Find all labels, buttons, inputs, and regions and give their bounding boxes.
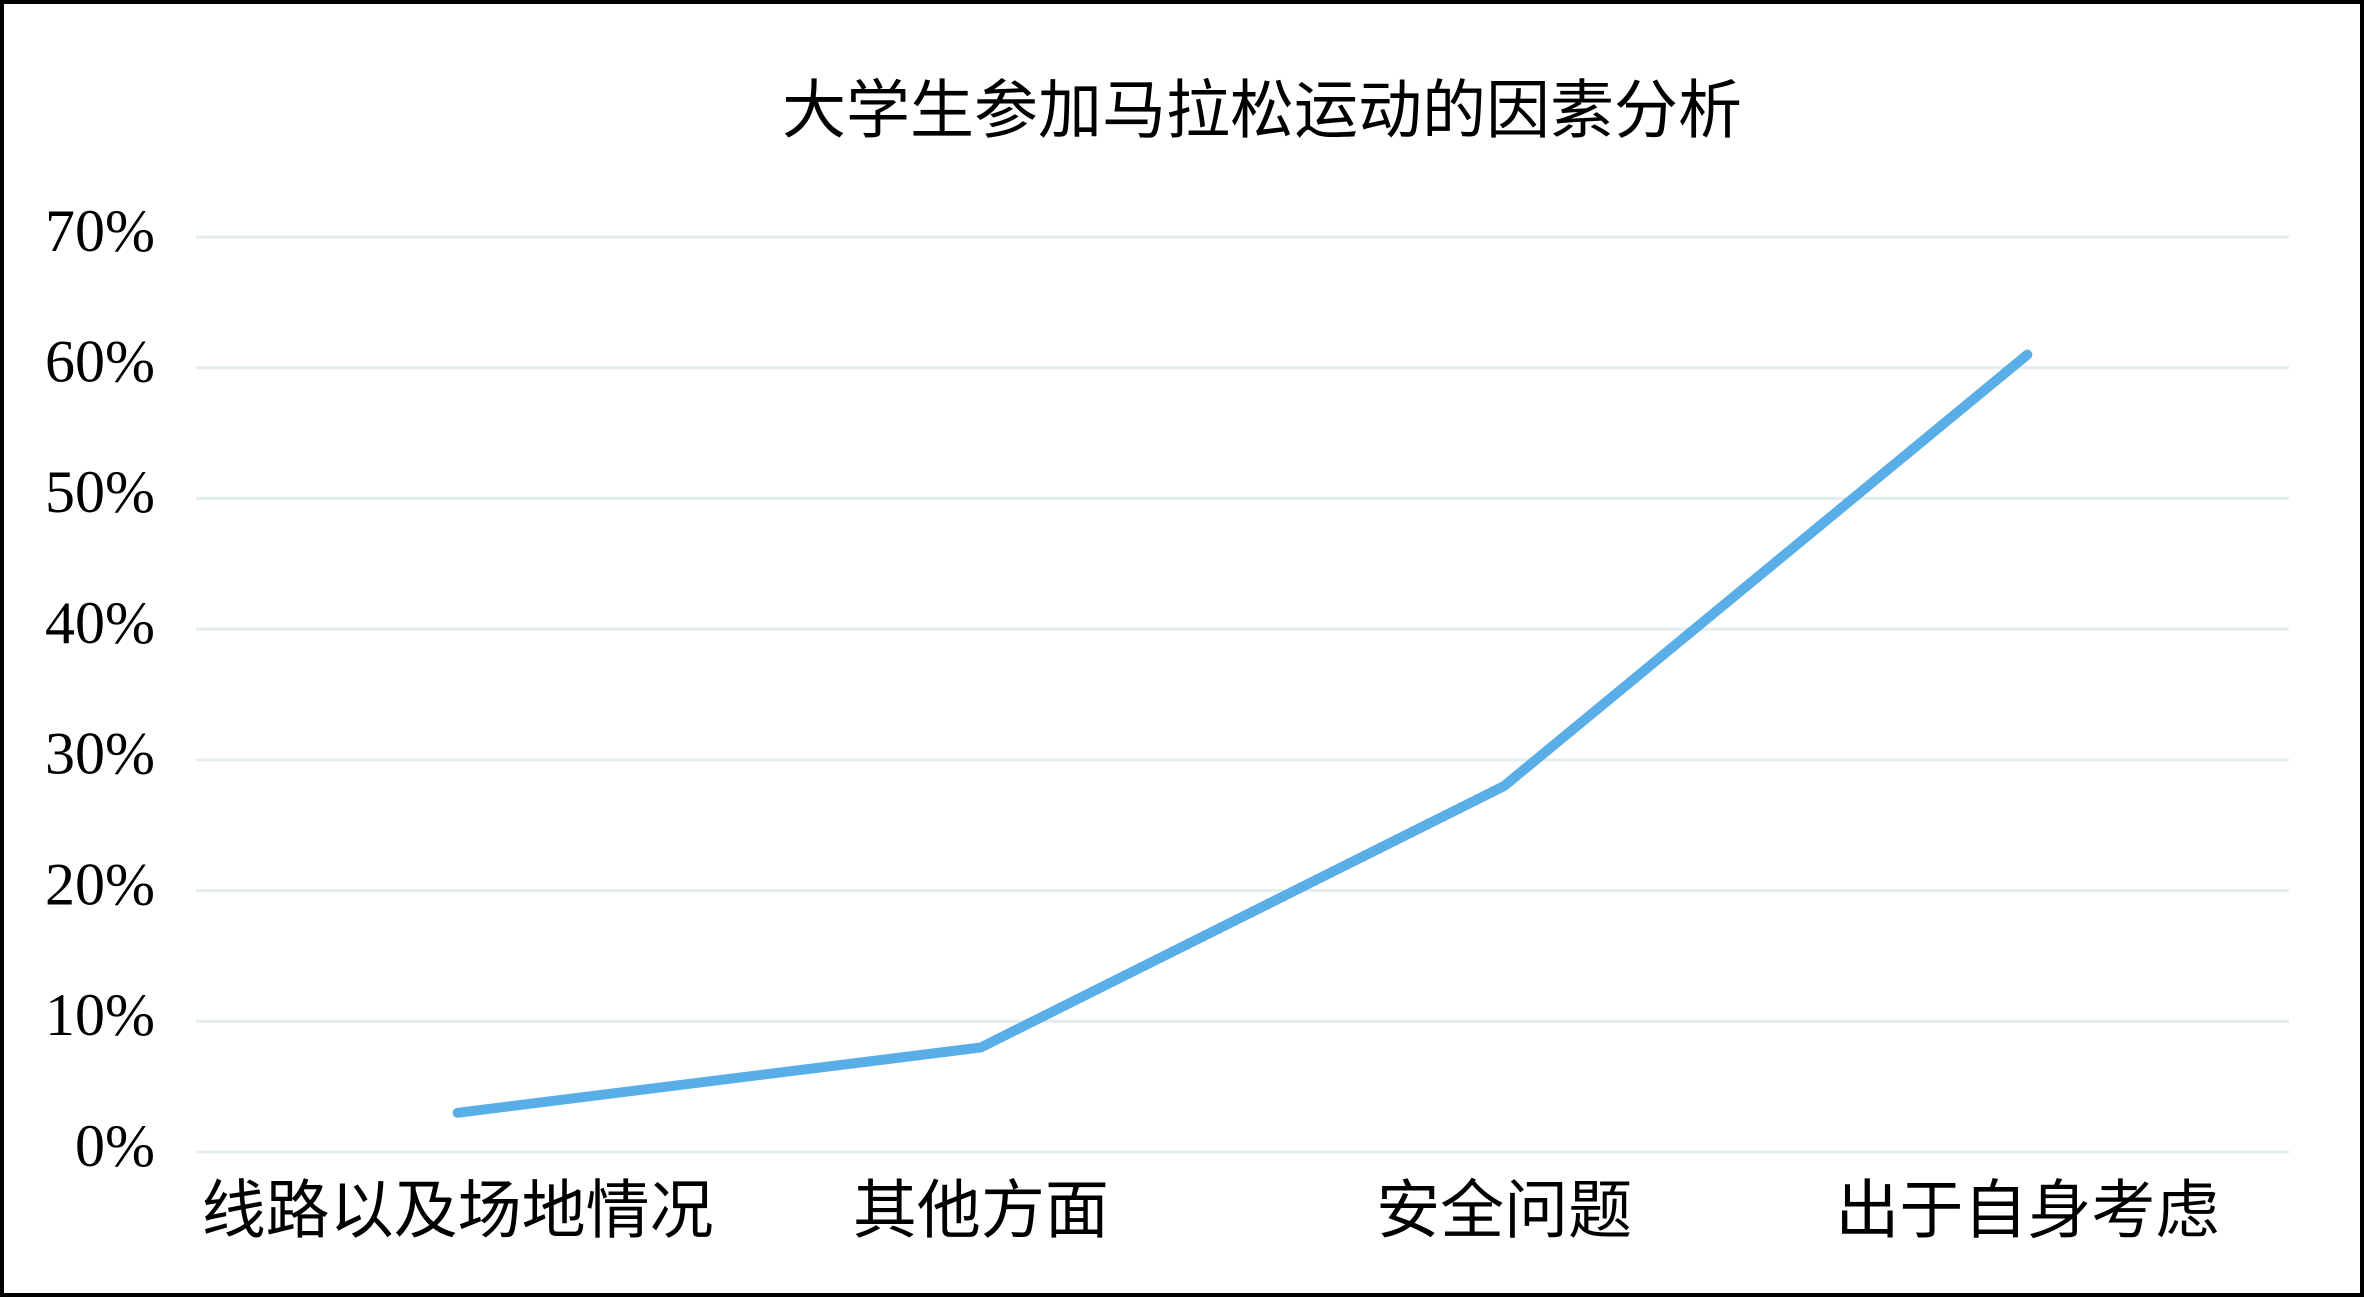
y-tick-label: 40% — [45, 590, 155, 656]
x-tick-label: 安全问题 — [1376, 1176, 1632, 1247]
x-tick-label: 线路以及场地情况 — [202, 1176, 714, 1247]
x-tick-label: 出于自身考虑 — [1835, 1176, 2219, 1247]
y-tick-label: 50% — [45, 459, 155, 525]
y-tick-label: 30% — [45, 721, 155, 787]
data-line — [452, 349, 2033, 1118]
chart-title: 大学生参加马拉松运动的因素分析 — [782, 76, 1742, 147]
y-tick-label: 60% — [45, 328, 155, 394]
y-tick-label: 70% — [45, 198, 155, 264]
x-tick-label: 其他方面 — [853, 1176, 1109, 1247]
y-tick-label: 20% — [45, 851, 155, 917]
y-tick-label: 10% — [45, 982, 155, 1048]
y-tick-label: 0% — [75, 1113, 155, 1179]
